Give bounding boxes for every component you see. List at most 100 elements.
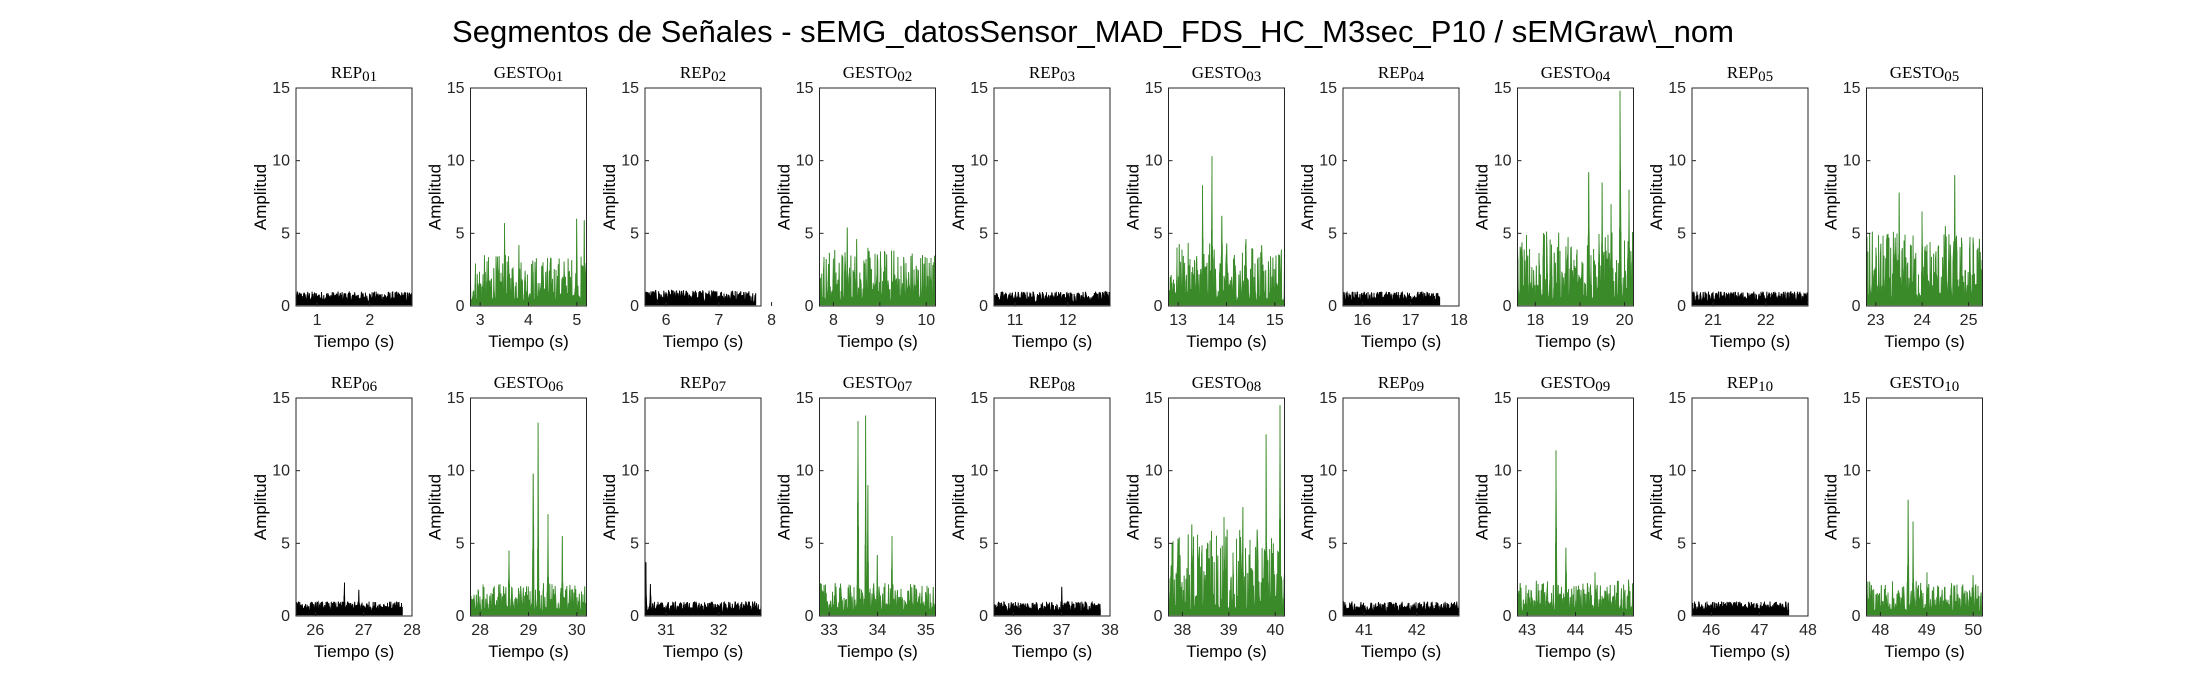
y-tick-label: 15 bbox=[272, 80, 290, 97]
figure-title: Segmentos de Señales - sEMG_datosSensor_… bbox=[452, 14, 1734, 49]
x-tick-label: 50 bbox=[1964, 622, 1982, 639]
y-tick-label: 15 bbox=[621, 80, 639, 97]
x-tick-label: 31 bbox=[657, 622, 675, 639]
x-axis-label: Tiempo (s) bbox=[1535, 332, 1616, 351]
x-tick-label: 46 bbox=[1702, 622, 1720, 639]
x-tick-label: 38 bbox=[1174, 622, 1192, 639]
signal-line-gesto bbox=[819, 415, 936, 612]
y-tick-label: 5 bbox=[456, 225, 465, 242]
y-tick-label: 5 bbox=[281, 535, 290, 552]
signal-trace-gesto bbox=[1517, 450, 1634, 616]
subplot-title: GESTO06 bbox=[494, 373, 564, 395]
y-axis-label: Amplitud bbox=[949, 164, 968, 230]
y-tick-label: 0 bbox=[1154, 298, 1163, 315]
subplot-title: GESTO07 bbox=[843, 373, 913, 395]
signal-line-rep bbox=[295, 582, 403, 614]
x-axis-label: Tiempo (s) bbox=[314, 642, 395, 661]
x-axis-label: Tiempo (s) bbox=[663, 332, 744, 351]
subplot-rep-06: REP06 0 5 10 15 26 27 28 Tiempo (s) Amplitud bbox=[251, 373, 421, 661]
y-tick-label: 0 bbox=[281, 298, 290, 315]
x-tick-label: 6 bbox=[662, 312, 671, 329]
y-tick-label: 10 bbox=[1843, 463, 1861, 480]
y-tick-label: 10 bbox=[272, 153, 290, 170]
y-tick-label: 0 bbox=[456, 298, 465, 315]
subplot-title: GESTO10 bbox=[1890, 373, 1959, 395]
x-tick-label: 7 bbox=[714, 312, 723, 329]
subplot-title: REP10 bbox=[1727, 373, 1773, 395]
y-tick-label: 0 bbox=[630, 608, 639, 625]
y-tick-label: 10 bbox=[1145, 153, 1163, 170]
y-tick-label: 0 bbox=[1328, 298, 1337, 315]
y-axis-label: Amplitud bbox=[1647, 164, 1666, 230]
subplot-rep-07: REP07 0 5 10 15 31 32 Tiempo (s) Amplitud bbox=[600, 373, 762, 661]
x-tick-label: 22 bbox=[1757, 312, 1775, 329]
y-tick-label: 5 bbox=[1503, 535, 1512, 552]
y-tick-label: 10 bbox=[1668, 463, 1686, 480]
x-tick-label: 48 bbox=[1872, 622, 1890, 639]
y-tick-label: 5 bbox=[805, 225, 814, 242]
axes-box bbox=[295, 397, 413, 617]
y-tick-label: 0 bbox=[1503, 608, 1512, 625]
signal-line-gesto bbox=[1168, 405, 1285, 612]
y-axis-label: Amplitud bbox=[426, 474, 445, 540]
y-tick-label: 15 bbox=[1145, 390, 1163, 407]
y-axis-label: Amplitud bbox=[426, 164, 445, 230]
y-tick-label: 15 bbox=[796, 80, 814, 97]
signal-line-gesto bbox=[470, 422, 587, 613]
x-tick-label: 33 bbox=[820, 622, 838, 639]
y-axis-label: Amplitud bbox=[1473, 164, 1492, 230]
y-tick-label: 10 bbox=[1494, 153, 1512, 170]
y-tick-label: 10 bbox=[1668, 153, 1686, 170]
y-axis-label: Amplitud bbox=[775, 164, 794, 230]
signal-trace-gesto bbox=[470, 422, 587, 616]
subplot-title: REP05 bbox=[1727, 63, 1773, 85]
x-tick-label: 35 bbox=[917, 622, 935, 639]
y-tick-label: 10 bbox=[621, 153, 639, 170]
y-tick-label: 10 bbox=[796, 463, 814, 480]
y-tick-label: 10 bbox=[621, 463, 639, 480]
y-tick-label: 5 bbox=[1852, 535, 1861, 552]
axes-box bbox=[644, 397, 762, 617]
axes-box bbox=[819, 87, 936, 307]
axes-box bbox=[644, 87, 762, 307]
subplot-title: REP07 bbox=[680, 373, 727, 395]
y-tick-label: 10 bbox=[447, 463, 465, 480]
subplot-title: REP06 bbox=[331, 373, 378, 395]
y-tick-label: 15 bbox=[1843, 390, 1861, 407]
x-tick-label: 16 bbox=[1353, 312, 1371, 329]
subplot-title: REP08 bbox=[1029, 373, 1075, 395]
axes-box bbox=[1342, 87, 1460, 307]
x-tick-label: 36 bbox=[1004, 622, 1022, 639]
x-tick-label: 27 bbox=[355, 622, 373, 639]
signal-line-rep bbox=[644, 562, 762, 613]
x-tick-label: 20 bbox=[1616, 312, 1634, 329]
y-axis-label: Amplitud bbox=[600, 474, 619, 540]
x-tick-label: 21 bbox=[1704, 312, 1722, 329]
y-tick-label: 10 bbox=[1494, 463, 1512, 480]
signal-line-gesto bbox=[1866, 175, 1983, 302]
x-tick-label: 9 bbox=[875, 312, 884, 329]
x-tick-label: 4 bbox=[524, 312, 533, 329]
y-tick-label: 5 bbox=[1677, 535, 1686, 552]
x-tick-label: 32 bbox=[710, 622, 728, 639]
y-axis-label: Amplitud bbox=[1124, 474, 1143, 540]
subplot-gesto-02: GESTO02 0 5 10 15 8 9 10 Tiempo (s) Amplitud bbox=[775, 63, 936, 351]
y-tick-label: 10 bbox=[1843, 153, 1861, 170]
subplot-title: GESTO09 bbox=[1541, 373, 1610, 395]
signal-line-rep bbox=[1691, 601, 1790, 613]
subplot-rep-10: REP10 0 5 10 15 46 47 48 Tiempo (s) Amplitud bbox=[1647, 373, 1817, 661]
y-axis-label: Amplitud bbox=[775, 474, 794, 540]
y-tick-label: 5 bbox=[456, 535, 465, 552]
y-tick-label: 15 bbox=[447, 80, 465, 97]
signal-line-gesto bbox=[1517, 450, 1634, 612]
subplot-gesto-09: GESTO09 0 5 10 15 43 44 45 Tiempo (s) Amplitud bbox=[1473, 373, 1634, 661]
y-tick-label: 15 bbox=[1843, 80, 1861, 97]
x-axis-label: Tiempo (s) bbox=[1535, 642, 1616, 661]
y-axis-label: Amplitud bbox=[1473, 474, 1492, 540]
y-tick-label: 15 bbox=[621, 390, 639, 407]
x-axis-label: Tiempo (s) bbox=[1710, 642, 1791, 661]
x-tick-label: 45 bbox=[1615, 622, 1633, 639]
axes-box bbox=[1517, 397, 1634, 617]
axes-box bbox=[1342, 397, 1460, 617]
signal-line-gesto bbox=[1866, 499, 1983, 613]
